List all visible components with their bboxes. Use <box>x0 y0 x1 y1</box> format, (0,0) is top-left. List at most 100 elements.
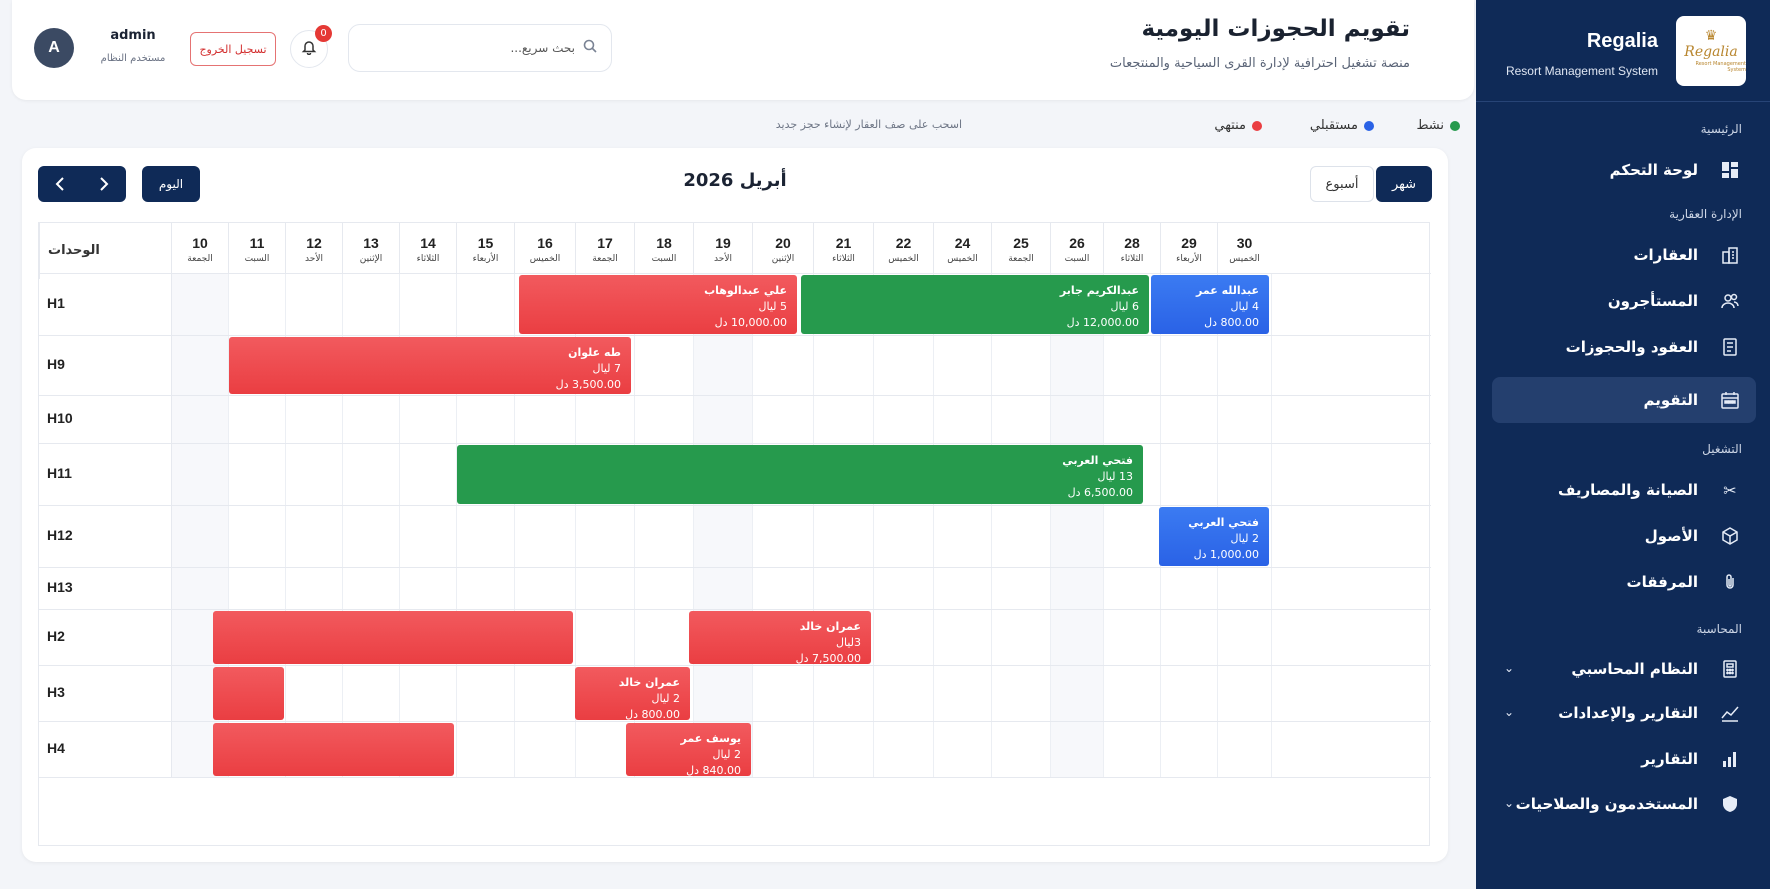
notification-badge: 0 <box>315 25 332 42</box>
sidebar-item-reports[interactable]: التقارير <box>1492 737 1756 781</box>
day-name: الأحد <box>714 254 732 264</box>
grid-line <box>873 273 874 777</box>
prev-arrow-icon[interactable] <box>38 166 82 202</box>
day-header: 30 الخميس <box>1217 223 1271 279</box>
sidebar-item-label: التقويم <box>1643 391 1699 409</box>
booking-amount: 1,000.00 دل <box>1193 548 1259 561</box>
booking-guest-name: فتحي العربي <box>1188 516 1259 529</box>
grid-line <box>1103 273 1104 777</box>
grid-line <box>342 273 343 777</box>
booking-guest-name: عمران خالد <box>618 676 680 689</box>
drag-hint: اسحب على صف العقار لإنشاء حجز جديد <box>775 118 962 131</box>
sidebar-item-users[interactable]: المستخدمون والصلاحيات ⌄ <box>1492 782 1756 826</box>
grid-line <box>514 273 515 777</box>
day-header: 25 الجمعة <box>991 223 1050 279</box>
booking-guest-name: عبدالله عمر <box>1196 284 1259 297</box>
sidebar-item-reports-settings[interactable]: التقارير والإعدادات ⌄ <box>1492 691 1756 735</box>
sidebar-item-assets[interactable]: الأصول <box>1492 514 1756 558</box>
grid-line <box>39 335 1431 336</box>
day-header: 16 الخميس <box>514 223 575 279</box>
day-name: الثلاثاء <box>832 254 855 264</box>
day-number: 10 <box>192 235 208 251</box>
search-input[interactable] <box>375 41 575 55</box>
day-name: الأربعاء <box>1176 254 1202 264</box>
day-number: 11 <box>249 235 265 251</box>
notifications-button[interactable]: 0 <box>290 25 332 68</box>
sidebar-item-calendar[interactable]: التقويم <box>1492 377 1756 423</box>
booking-block[interactable] <box>213 611 573 664</box>
building-icon <box>1720 245 1740 265</box>
day-header: 21 الثلاثاء <box>813 223 873 279</box>
unit-label: H9 <box>47 356 65 372</box>
booking-block[interactable]: فتحي العربي 2 ليال 1,000.00 دل <box>1159 507 1269 566</box>
booking-guest-name: عبدالكريم جابر <box>1059 284 1139 297</box>
calendar-nav <box>38 166 126 202</box>
sidebar-item-maintenance[interactable]: ✂ الصيانة والمصاريف <box>1492 468 1756 512</box>
day-number: 24 <box>954 235 971 251</box>
booking-block[interactable]: علي عبدالوهاب 5 ليال 10,000.00 دل <box>519 275 797 334</box>
grid-line <box>39 665 1431 666</box>
calculator-icon <box>1720 659 1740 679</box>
booking-block[interactable]: عبدالله عمر 4 ليال 800.00 دل <box>1151 275 1269 334</box>
day-number: 29 <box>1181 235 1197 251</box>
booking-block[interactable]: يوسف عمر 2 ليال 840.00 دل <box>626 723 751 776</box>
brand-name: Regalia <box>1586 30 1658 52</box>
booking-block[interactable]: عمران خالد 3ليال 7,500.00 دل <box>689 611 871 664</box>
day-name: الخميس <box>947 254 978 264</box>
grid-line <box>285 273 286 777</box>
booking-nights: 2 ليال <box>712 748 741 761</box>
booking-block[interactable]: طه علوان 7 ليال 3,500.00 دل <box>229 337 631 394</box>
booking-block[interactable] <box>213 667 284 720</box>
day-number: 28 <box>1124 235 1140 251</box>
section-accounting: المحاسبة <box>1696 622 1742 636</box>
search-box[interactable] <box>348 24 612 72</box>
logout-button[interactable]: تسجيل الخروج <box>190 32 276 66</box>
sidebar-item-contracts[interactable]: العقود والحجوزات <box>1492 325 1756 369</box>
sidebar-item-dashboard[interactable]: لوحة التحكم <box>1492 148 1756 192</box>
today-button[interactable]: اليوم <box>142 166 200 202</box>
units-header: الوحدات <box>39 223 189 279</box>
booking-block[interactable]: عبدالكريم جابر 6 ليال 12,000.00 دل <box>801 275 1149 334</box>
day-header: 20 الإثنين <box>752 223 813 279</box>
day-header: 28 الثلاثاء <box>1103 223 1160 279</box>
sidebar-item-attachments[interactable]: المرفقات <box>1492 560 1756 604</box>
sidebar-item-label: المستأجرون <box>1607 292 1698 310</box>
grid-line <box>693 273 694 777</box>
logo-text: Regalia <box>1684 44 1738 60</box>
booking-block[interactable]: فتحي العربي 13 ليال 6,500.00 دل <box>457 445 1143 504</box>
document-icon <box>1720 337 1740 357</box>
day-number: 26 <box>1069 235 1085 251</box>
booking-amount: 6,500.00 دل <box>1067 486 1133 499</box>
day-number: 15 <box>477 235 494 251</box>
next-arrow-icon[interactable] <box>82 166 126 202</box>
sidebar-item-properties[interactable]: العقارات <box>1492 233 1756 277</box>
view-week-button[interactable]: أسبوع <box>1310 166 1374 202</box>
grid-line <box>39 505 1431 506</box>
avatar[interactable]: A <box>34 28 74 68</box>
sidebar-item-tenants[interactable]: المستأجرون <box>1492 279 1756 323</box>
sidebar-item-label: الأصول <box>1644 527 1698 545</box>
day-name: الإثنين <box>771 254 795 264</box>
logo-subtext: Resort Management System <box>1695 61 1746 73</box>
sidebar-item-label: لوحة التحكم <box>1609 161 1698 179</box>
booking-nights: 4 ليال <box>1230 300 1259 313</box>
paperclip-icon <box>1720 572 1740 592</box>
day-header: 26 السبت <box>1050 223 1103 279</box>
section-operations: التشغيل <box>1702 442 1742 456</box>
sidebar-item-accounting-system[interactable]: النظام المحاسبي ⌄ <box>1492 647 1756 691</box>
booking-block[interactable] <box>213 723 454 776</box>
weekend-column <box>1050 273 1103 777</box>
day-name: الخميس <box>888 254 919 264</box>
grid-line <box>1271 273 1272 777</box>
booking-guest-name: يوسف عمر <box>680 732 741 745</box>
sidebar-item-label: الصيانة والمصاريف <box>1558 481 1698 499</box>
day-name: الأحد <box>305 254 323 264</box>
dashboard-icon <box>1720 160 1740 180</box>
grid-line <box>456 273 457 777</box>
view-month-button[interactable]: شهر <box>1376 166 1432 202</box>
sidebar-item-label: المرفقات <box>1626 573 1698 591</box>
calendar-grid[interactable]: الوحدات 10 الجمعة 11 السبت 12 الأحد 13 الإثنين 1… <box>38 222 1431 846</box>
logo: ♛ Regalia Resort Management System <box>1676 16 1746 86</box>
booking-block[interactable]: عمران خالد 2 ليال 800.00 دل <box>575 667 690 720</box>
day-name: الأربعاء <box>472 254 499 264</box>
